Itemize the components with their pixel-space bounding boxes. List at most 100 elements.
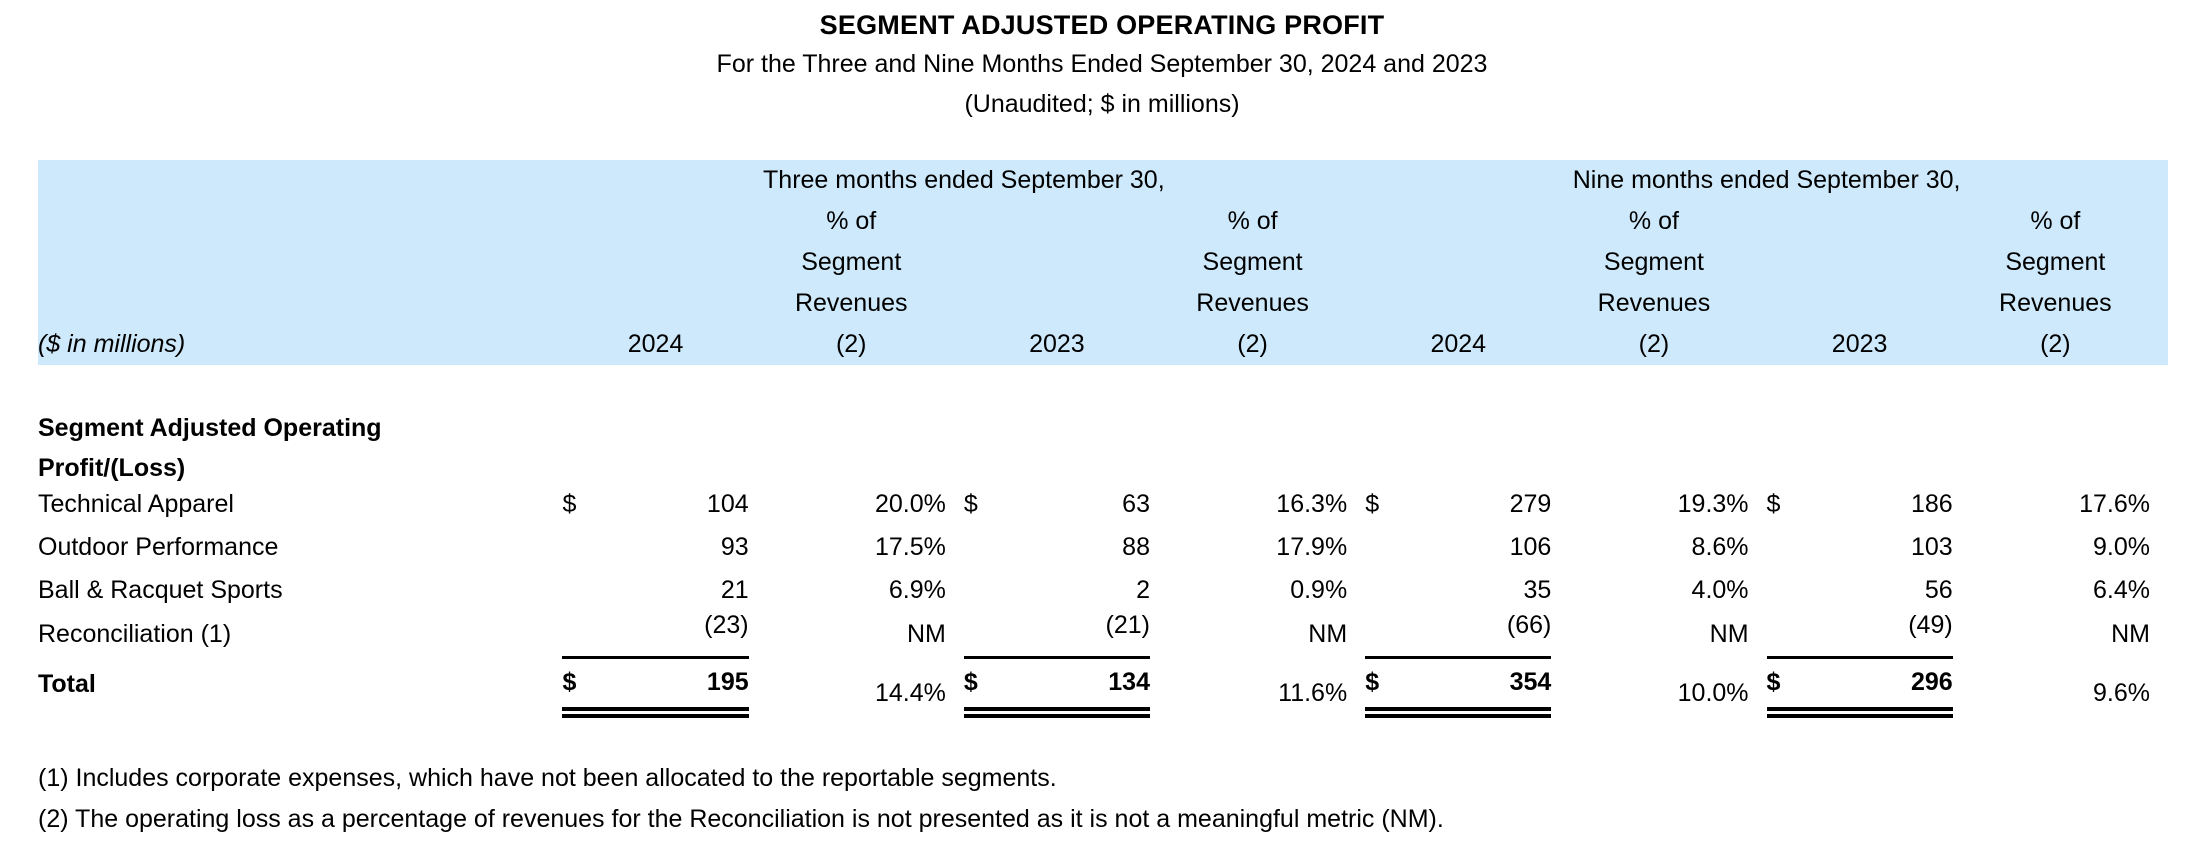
percent-cell: NM [1709,620,1749,648]
amount-cell: 63 [1122,490,1150,518]
amount-cell: 106 [1509,533,1552,561]
segment-header-line: Segment [1149,242,1366,283]
amount-cell: 354 [1405,657,1552,718]
report-title: SEGMENT ADJUSTED OPERATING PROFIT [819,10,1385,40]
dollar-sign: $ [1766,490,1781,518]
revenues-header-line: Revenues [1149,283,1366,324]
pct-of-header-line: % of [1149,201,1366,242]
row-label: Reconciliation (1) [38,620,232,648]
segment-row-technical-apparel: Technical Apparel $ 104 20.0% $ 63 16.3%… [38,483,2168,526]
empty-corner-cell [38,160,563,201]
footnote-1: (1) Includes corporate expenses, which h… [38,763,1057,792]
percent-cell: 8.6% [1691,533,1749,561]
percent-cell: 20.0% [874,490,946,518]
amount-cell: (21) [1003,611,1150,659]
amount-cell: 134 [1003,657,1150,718]
revenues-header-line: Revenues [1952,283,2168,324]
amount-cell: 195 [602,657,749,718]
year-column-header: 2024 [562,324,749,365]
percent-cell: 14.4% [874,679,946,707]
percent-cell: 6.4% [2093,576,2150,604]
segment-row-outdoor-performance: Outdoor Performance 93 17.5% 88 17.9% 10… [38,526,2168,569]
footnote2-ref-header: (2) [1149,324,1366,365]
percent-cell: 17.6% [2079,490,2150,518]
amount-cell: 186 [1910,490,1953,518]
dollar-sign: $ [963,490,978,518]
percent-cell: NM [1308,620,1348,648]
year-column-header: 2023 [1766,324,1953,365]
segment-row-ball-racquet-sports: Ball & Racquet Sports 21 6.9% 2 0.9% 35 … [38,569,2168,612]
amount-cell: (49) [1806,611,1953,659]
percent-cell: NM [2111,620,2150,648]
segment-header-line: Segment [1551,242,1767,283]
amount-cell: 103 [1910,533,1953,561]
dollar-sign: $ [1365,657,1406,718]
dollar-sign: $ [1766,657,1807,718]
row-label: Total [38,670,96,698]
pct-of-header-line: % of [1551,201,1767,242]
percent-cell: 16.3% [1276,490,1348,518]
amount-cell: 296 [1806,657,1953,718]
amount-cell: (23) [602,611,749,659]
unaudited-note: (Unaudited; $ in millions) [964,90,1240,118]
percent-cell: 9.6% [2093,679,2150,707]
percent-cell: 10.0% [1677,679,1749,707]
percent-cell: 0.9% [1290,576,1348,604]
percent-cell: 19.3% [1677,490,1749,518]
percent-cell: 17.5% [874,533,946,561]
percent-cell: 17.9% [1276,533,1348,561]
section-heading-line1: Segment Adjusted Operating [38,414,382,442]
year-column-header: 2024 [1365,324,1552,365]
amount-cell: (66) [1405,611,1552,659]
amount-cell: 56 [1924,576,1953,604]
footnote2-ref-header: (2) [1551,324,1767,365]
revenues-header-line: Revenues [748,283,964,324]
amount-cell: 88 [1122,533,1150,561]
year-header-row: ($ in millions) 2024 (2) 2023 (2) 2024 (… [38,324,2168,365]
section-heading-row-1: Segment Adjusted Operating [38,365,2168,443]
percent-cell: 9.0% [2093,533,2150,561]
amount-cell: 21 [720,576,749,604]
footnote-2: (2) The operating loss as a percentage o… [38,804,1444,833]
revenues-header-line: Revenues [1551,283,1767,324]
pct-of-header-line: % of [748,201,964,242]
amount-cell: 93 [720,533,749,561]
amount-cell: 35 [1523,576,1552,604]
footnote2-ref-header: (2) [1952,324,2168,365]
section-heading-row-2: Profit/(Loss) [38,443,2168,483]
amount-cell: 279 [1509,490,1552,518]
pct-of-header-line: % of [1952,201,2168,242]
dollar-sign: $ [963,657,1004,718]
percent-cell: 11.6% [1278,679,1348,707]
nine-months-group-header: Nine months ended September 30, [1365,160,2168,201]
dollar-sign: $ [562,490,577,518]
dollar-sign: $ [1365,490,1380,518]
segment-header-line: Segment [748,242,964,283]
amount-cell: 2 [1136,576,1150,604]
report-period: For the Three and Nine Months Ended Sept… [716,50,1488,78]
year-column-header: 2023 [963,324,1150,365]
title-block: SEGMENT ADJUSTED OPERATING PROFIT For th… [38,6,2166,124]
pct-header-row-1: % of % of % of % of [38,201,2168,242]
pct-header-row-3: Revenues Revenues Revenues Revenues [38,283,2168,324]
footnotes-block: (1) Includes corporate expenses, which h… [38,758,2208,840]
pct-header-row-2: Segment Segment Segment Segment [38,242,2168,283]
three-months-group-header: Three months ended September 30, [562,160,1366,201]
amount-cell: 104 [706,490,749,518]
row-label: Ball & Racquet Sports [38,576,283,604]
row-label: Outdoor Performance [38,533,279,561]
percent-cell: 4.0% [1691,576,1749,604]
segment-header-line: Segment [1952,242,2168,283]
footnote2-ref-header: (2) [748,324,964,365]
segment-profit-table: Three months ended September 30, Nine mo… [38,160,2168,718]
reconciliation-row: Reconciliation (1) (23) NM (21) NM (66) … [38,611,2168,659]
row-label: Technical Apparel [38,490,234,518]
percent-cell: NM [906,620,946,648]
table-header-band: Three months ended September 30, Nine mo… [38,160,2168,365]
section-heading-line2: Profit/(Loss) [38,454,186,482]
dollar-in-millions-label: ($ in millions) [38,324,563,365]
percent-cell: 6.9% [888,576,946,604]
group-header-row: Three months ended September 30, Nine mo… [38,160,2168,201]
total-row: Total $ 195 14.4% $ 134 11.6% $ 354 10.0… [38,657,2168,718]
